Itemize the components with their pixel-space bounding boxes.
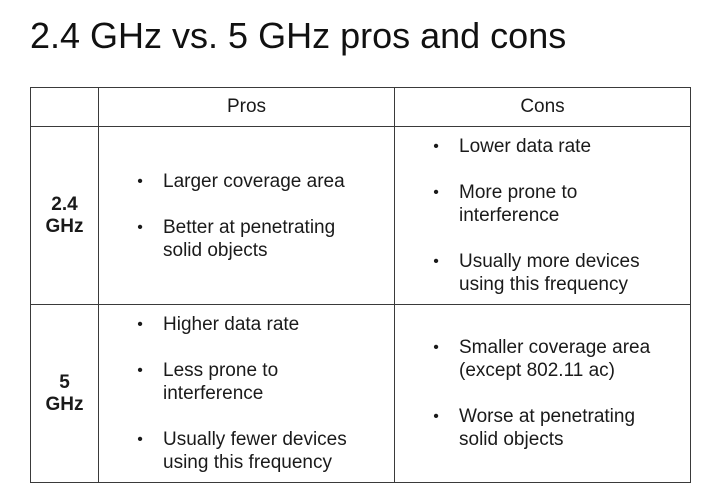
bullet-icon: • — [137, 316, 143, 333]
cons-cell: • Lower data rate • More prone to interferen… — [394, 126, 691, 305]
list-item-text: interference — [163, 383, 264, 404]
list-item-text: using this frequency — [459, 274, 628, 295]
band-label-line: GHz — [45, 215, 84, 237]
bullet-icon: • — [137, 362, 143, 379]
band-label-line: GHz — [45, 393, 84, 415]
column-header-pros: Pros — [98, 87, 395, 127]
list-item: • Larger coverage area — [135, 170, 394, 193]
list-item: • Lower data rate — [431, 135, 690, 158]
bullet-list: • Lower data rate • More prone to interferen… — [395, 135, 690, 296]
pros-cell: • Larger coverage area • Better at penetrat… — [98, 126, 395, 305]
list-item-text: Worse at penetrating — [459, 406, 636, 427]
pros-cell: • Higher data rate • Less prone to interfere… — [98, 304, 395, 483]
list-item: • Higher data rate — [135, 313, 394, 336]
page-title: 2.4 GHz vs. 5 GHz pros and cons — [30, 15, 567, 56]
list-item-text: Larger coverage area — [163, 170, 345, 192]
list-item-text: Better at penetrating — [163, 216, 336, 238]
bullet-icon: • — [433, 339, 439, 356]
list-item-text: solid objects — [163, 239, 268, 261]
table-row: 2.4 GHz • Larger coverage area • Better at … — [30, 126, 691, 305]
bullet-icon: • — [433, 253, 439, 270]
comparison-table: Pros Cons 2.4 GHz • Larger coverage area •… — [30, 87, 691, 483]
bullet-list: • Larger coverage area • Better at penetrat… — [99, 170, 394, 262]
bullet-list: • Smaller coverage area (except 802.11 ac)… — [395, 336, 690, 451]
list-item-text: More prone to — [459, 182, 578, 203]
bullet-icon: • — [137, 218, 143, 236]
corner-cell — [30, 87, 99, 127]
bullet-icon: • — [433, 138, 439, 155]
list-item-text: Less prone to — [163, 360, 279, 381]
band-label-line: 2.4 — [51, 193, 78, 215]
bullet-icon: • — [433, 184, 439, 201]
bullet-icon: • — [433, 408, 439, 425]
list-item-text: Lower data rate — [459, 136, 592, 157]
cons-cell: • Smaller coverage area (except 802.11 ac)… — [394, 304, 691, 483]
row-header-2-4-ghz: 2.4 GHz — [30, 126, 99, 305]
row-header-5-ghz: 5 GHz — [30, 304, 99, 483]
list-item-text: using this frequency — [163, 452, 332, 473]
list-item-text: Usually fewer devices — [163, 429, 347, 450]
list-item: • Usually more devices using this frequenc… — [431, 250, 690, 296]
list-item-text: Higher data rate — [163, 314, 300, 335]
list-item: • Smaller coverage area (except 802.11 ac) — [431, 336, 690, 382]
list-item: • Worse at penetrating solid objects — [431, 405, 690, 451]
list-item: • Usually fewer devices using this frequen… — [135, 428, 394, 474]
band-label-line: 5 — [59, 371, 70, 393]
list-item-text: (except 802.11 ac) — [459, 360, 615, 381]
list-item-text: Usually more devices — [459, 251, 640, 272]
list-item-text: interference — [459, 205, 560, 226]
column-header-cons: Cons — [394, 87, 691, 127]
bullet-icon: • — [137, 172, 143, 190]
list-item-text: Smaller coverage area — [459, 337, 651, 358]
table-header-row: Pros Cons — [30, 87, 691, 127]
bullet-list: • Higher data rate • Less prone to interfere… — [99, 313, 394, 474]
list-item: • Less prone to interference — [135, 359, 394, 405]
list-item: • More prone to interference — [431, 181, 690, 227]
bullet-icon: • — [137, 431, 143, 448]
table-row: 5 GHz • Higher data rate • Less prone to int… — [30, 304, 691, 483]
list-item: • Better at penetrating solid objects — [135, 216, 394, 262]
list-item-text: solid objects — [459, 429, 564, 450]
